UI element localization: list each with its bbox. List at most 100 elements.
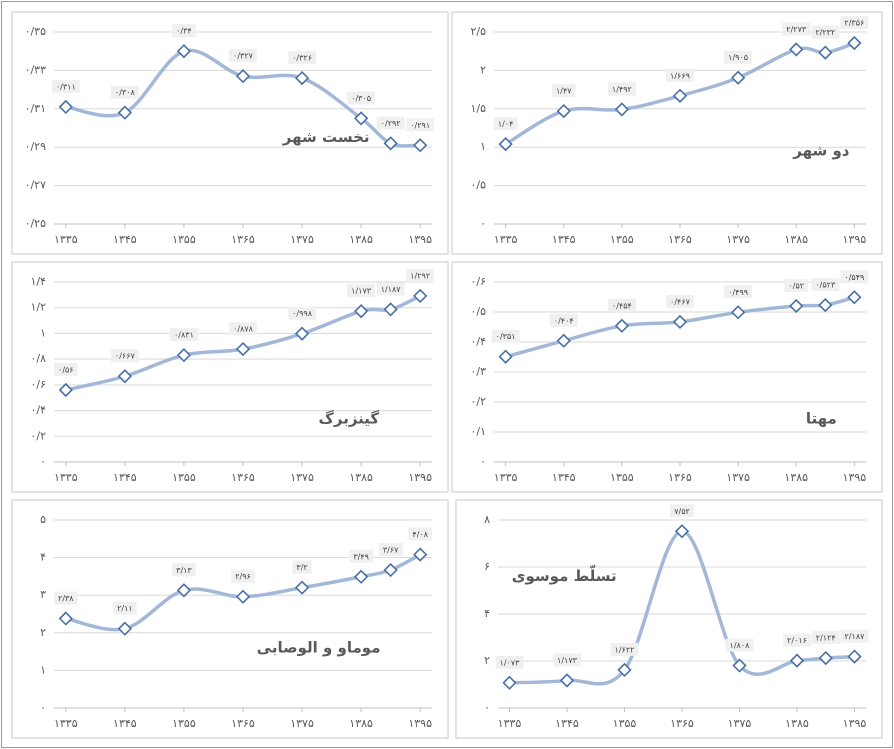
- y-tick-label: ۰/۴: [470, 335, 486, 348]
- y-tick-label: ۲: [484, 654, 490, 667]
- value-label: ۱/۸۰۸: [730, 641, 751, 650]
- value-label-box: [784, 279, 809, 292]
- value-label: ۱/۱۷۳: [351, 287, 372, 296]
- chart-panel: ۰ ۲ ۴ ۶ ۸ ۱۳۳۵ ۱۳۴۵ ۱۳۵۵ ۱۳۶۵ ۱۳۷۵ ۱۳۸۵ ۱۳۹۵ ۱/۰۷۳ ۱/…: [455, 499, 883, 739]
- value-label: ۰/۵۲: [788, 282, 804, 291]
- x-tick-label: ۱۳۶۵: [231, 717, 255, 730]
- value-label-box: [782, 22, 811, 36]
- x-tick-label: ۱۳۹۵: [408, 233, 432, 246]
- x-tick-label: ۱۳۳۵: [54, 717, 78, 730]
- y-tick-label: ۰/۶: [30, 378, 46, 391]
- x-tick-label: ۱۳۴۵: [113, 233, 137, 246]
- y-tick-label: ۰/۳: [470, 365, 486, 378]
- chart-panel: ۰/۲۵ ۰/۲۷ ۰/۲۹ ۰/۳۱ ۰/۳۳ ۰/۳۵ ۱۳۳۵ ۱۳۴۵ ۱۳۵۵ ۱۳۶۵…: [11, 11, 449, 255]
- y-tick-label: ۰/۱: [470, 425, 486, 438]
- x-tick-label: ۱۳۵۵: [172, 471, 196, 484]
- value-label: ۰/۴۶۷: [670, 297, 691, 306]
- marker: [353, 304, 369, 319]
- marker: [294, 326, 310, 341]
- value-label-box: [553, 653, 581, 667]
- marker: [732, 658, 747, 673]
- x-tick-label: ۱۳۴۵: [113, 471, 137, 484]
- chart-panel: ۰ ۰/۵ ۱ ۱/۵ ۲ ۲/۵ ۱۳۳۵ ۱۳۴۵ ۱۳۵۵ ۱۳۶۵ ۱۳۷۵ ۱۳۸۵ ۱۳۹۵…: [451, 11, 883, 255]
- value-label: ۰/۳۲۷: [233, 52, 254, 61]
- value-label-box: [376, 116, 405, 130]
- y-tick-label: ۰/۳۱: [25, 102, 46, 115]
- value-label: ۱/۰۴: [498, 120, 514, 129]
- value-label-box: [347, 91, 376, 105]
- x-tick-label: ۱۳۹۵: [843, 717, 867, 730]
- value-label: ۰/۵۲۳: [815, 281, 836, 290]
- marker: [672, 314, 688, 330]
- marker: [117, 105, 133, 120]
- value-label: ۰/۲۹۲: [381, 119, 401, 128]
- value-label: ۲/۲۷۳: [786, 25, 807, 34]
- y-tick-label: ۰/۲۹: [25, 140, 47, 153]
- x-tick-label: ۱۳۵۵: [172, 233, 196, 246]
- value-label: ۲/۳۵۶: [844, 19, 864, 28]
- x-tick-label: ۱۳۸۵: [784, 233, 808, 246]
- panel-frame: [11, 499, 449, 739]
- value-label-box: [229, 322, 257, 336]
- value-label-box: [840, 16, 869, 30]
- value-label-box: [783, 633, 811, 647]
- value-label-box: [491, 329, 520, 343]
- y-tick-label: ۸: [484, 513, 490, 526]
- value-label: ۰/۴۰۴: [554, 316, 574, 325]
- value-label: ۱/۲۹۲: [410, 271, 430, 280]
- marker: [674, 524, 690, 539]
- marker: [117, 621, 133, 636]
- value-label: ۱/۴۹۲: [612, 85, 632, 94]
- value-label: ۰/۸۷۸: [233, 325, 254, 334]
- value-label: ۱/۱۷۳: [557, 656, 578, 665]
- marker: [353, 569, 369, 584]
- value-label-box: [54, 363, 78, 376]
- chart-title: گینزبرگ: [319, 409, 380, 427]
- panel-frame: [451, 11, 883, 255]
- x-tick-label: ۱۳۵۵: [172, 717, 196, 730]
- y-tick-label: ۰/۲۵: [25, 217, 47, 230]
- y-tick-label: ۱/۴: [30, 275, 46, 288]
- value-label-box: [549, 313, 578, 327]
- value-label: ۰/۳۴: [176, 27, 192, 36]
- y-tick-label: ۰: [40, 701, 46, 714]
- chart-title: مهتا: [806, 409, 837, 427]
- value-label: ۲/۹۶: [235, 572, 251, 581]
- y-tick-label: ۰/۸: [30, 352, 46, 365]
- x-tick-label: ۱۳۴۵: [113, 717, 137, 730]
- x-tick-label: ۱۳۴۵: [552, 233, 576, 246]
- x-tick-label: ۱۳۸۵: [349, 471, 373, 484]
- marker: [818, 297, 833, 313]
- value-label: ۰/۴۹۹: [728, 288, 748, 297]
- x-tick-label: ۱۳۳۵: [494, 233, 518, 246]
- chart-title: دو شهر: [792, 142, 850, 160]
- y-tick-label: ۰: [480, 455, 486, 468]
- x-tick-label: ۱۳۶۵: [668, 233, 692, 246]
- value-label-box: [406, 118, 435, 132]
- value-label-box: [288, 306, 317, 320]
- x-tick-label: ۱۳۳۵: [54, 233, 78, 246]
- value-label: ۲/۲۳۲: [815, 28, 835, 37]
- y-tick-label: ۰: [480, 217, 486, 230]
- value-label: ۲/۳۸: [58, 594, 74, 603]
- x-tick-label: ۱۳۷۵: [726, 233, 750, 246]
- x-tick-label: ۱۳۸۵: [784, 471, 808, 484]
- y-tick-label: ۰/۳۳: [25, 63, 47, 76]
- y-tick-label: ۰/۶: [470, 275, 486, 288]
- value-label-box: [54, 591, 78, 605]
- marker: [58, 611, 73, 626]
- y-tick-label: ۲/۵: [470, 25, 486, 38]
- marker: [58, 382, 73, 398]
- value-label-box: [288, 51, 317, 65]
- value-label: ۳/۲: [296, 563, 307, 572]
- value-label-box: [811, 25, 840, 39]
- x-tick-label: ۱۳۷۵: [290, 717, 314, 730]
- chart-panel: ۰ ۰/۱ ۰/۲ ۰/۳ ۰/۴ ۰/۵ ۰/۶ ۱۳۳۵ ۱۳۴۵ ۱۳۵۵ ۱۳۶۵ ۱۳۷۵ ۱…: [451, 261, 883, 493]
- value-label-box: [607, 298, 636, 312]
- panel-frame: [455, 499, 883, 739]
- value-label-box: [169, 328, 198, 342]
- x-tick-label: ۱۳۷۵: [290, 233, 314, 246]
- marker: [235, 69, 251, 84]
- value-label: ۰/۵۴۹: [844, 273, 864, 282]
